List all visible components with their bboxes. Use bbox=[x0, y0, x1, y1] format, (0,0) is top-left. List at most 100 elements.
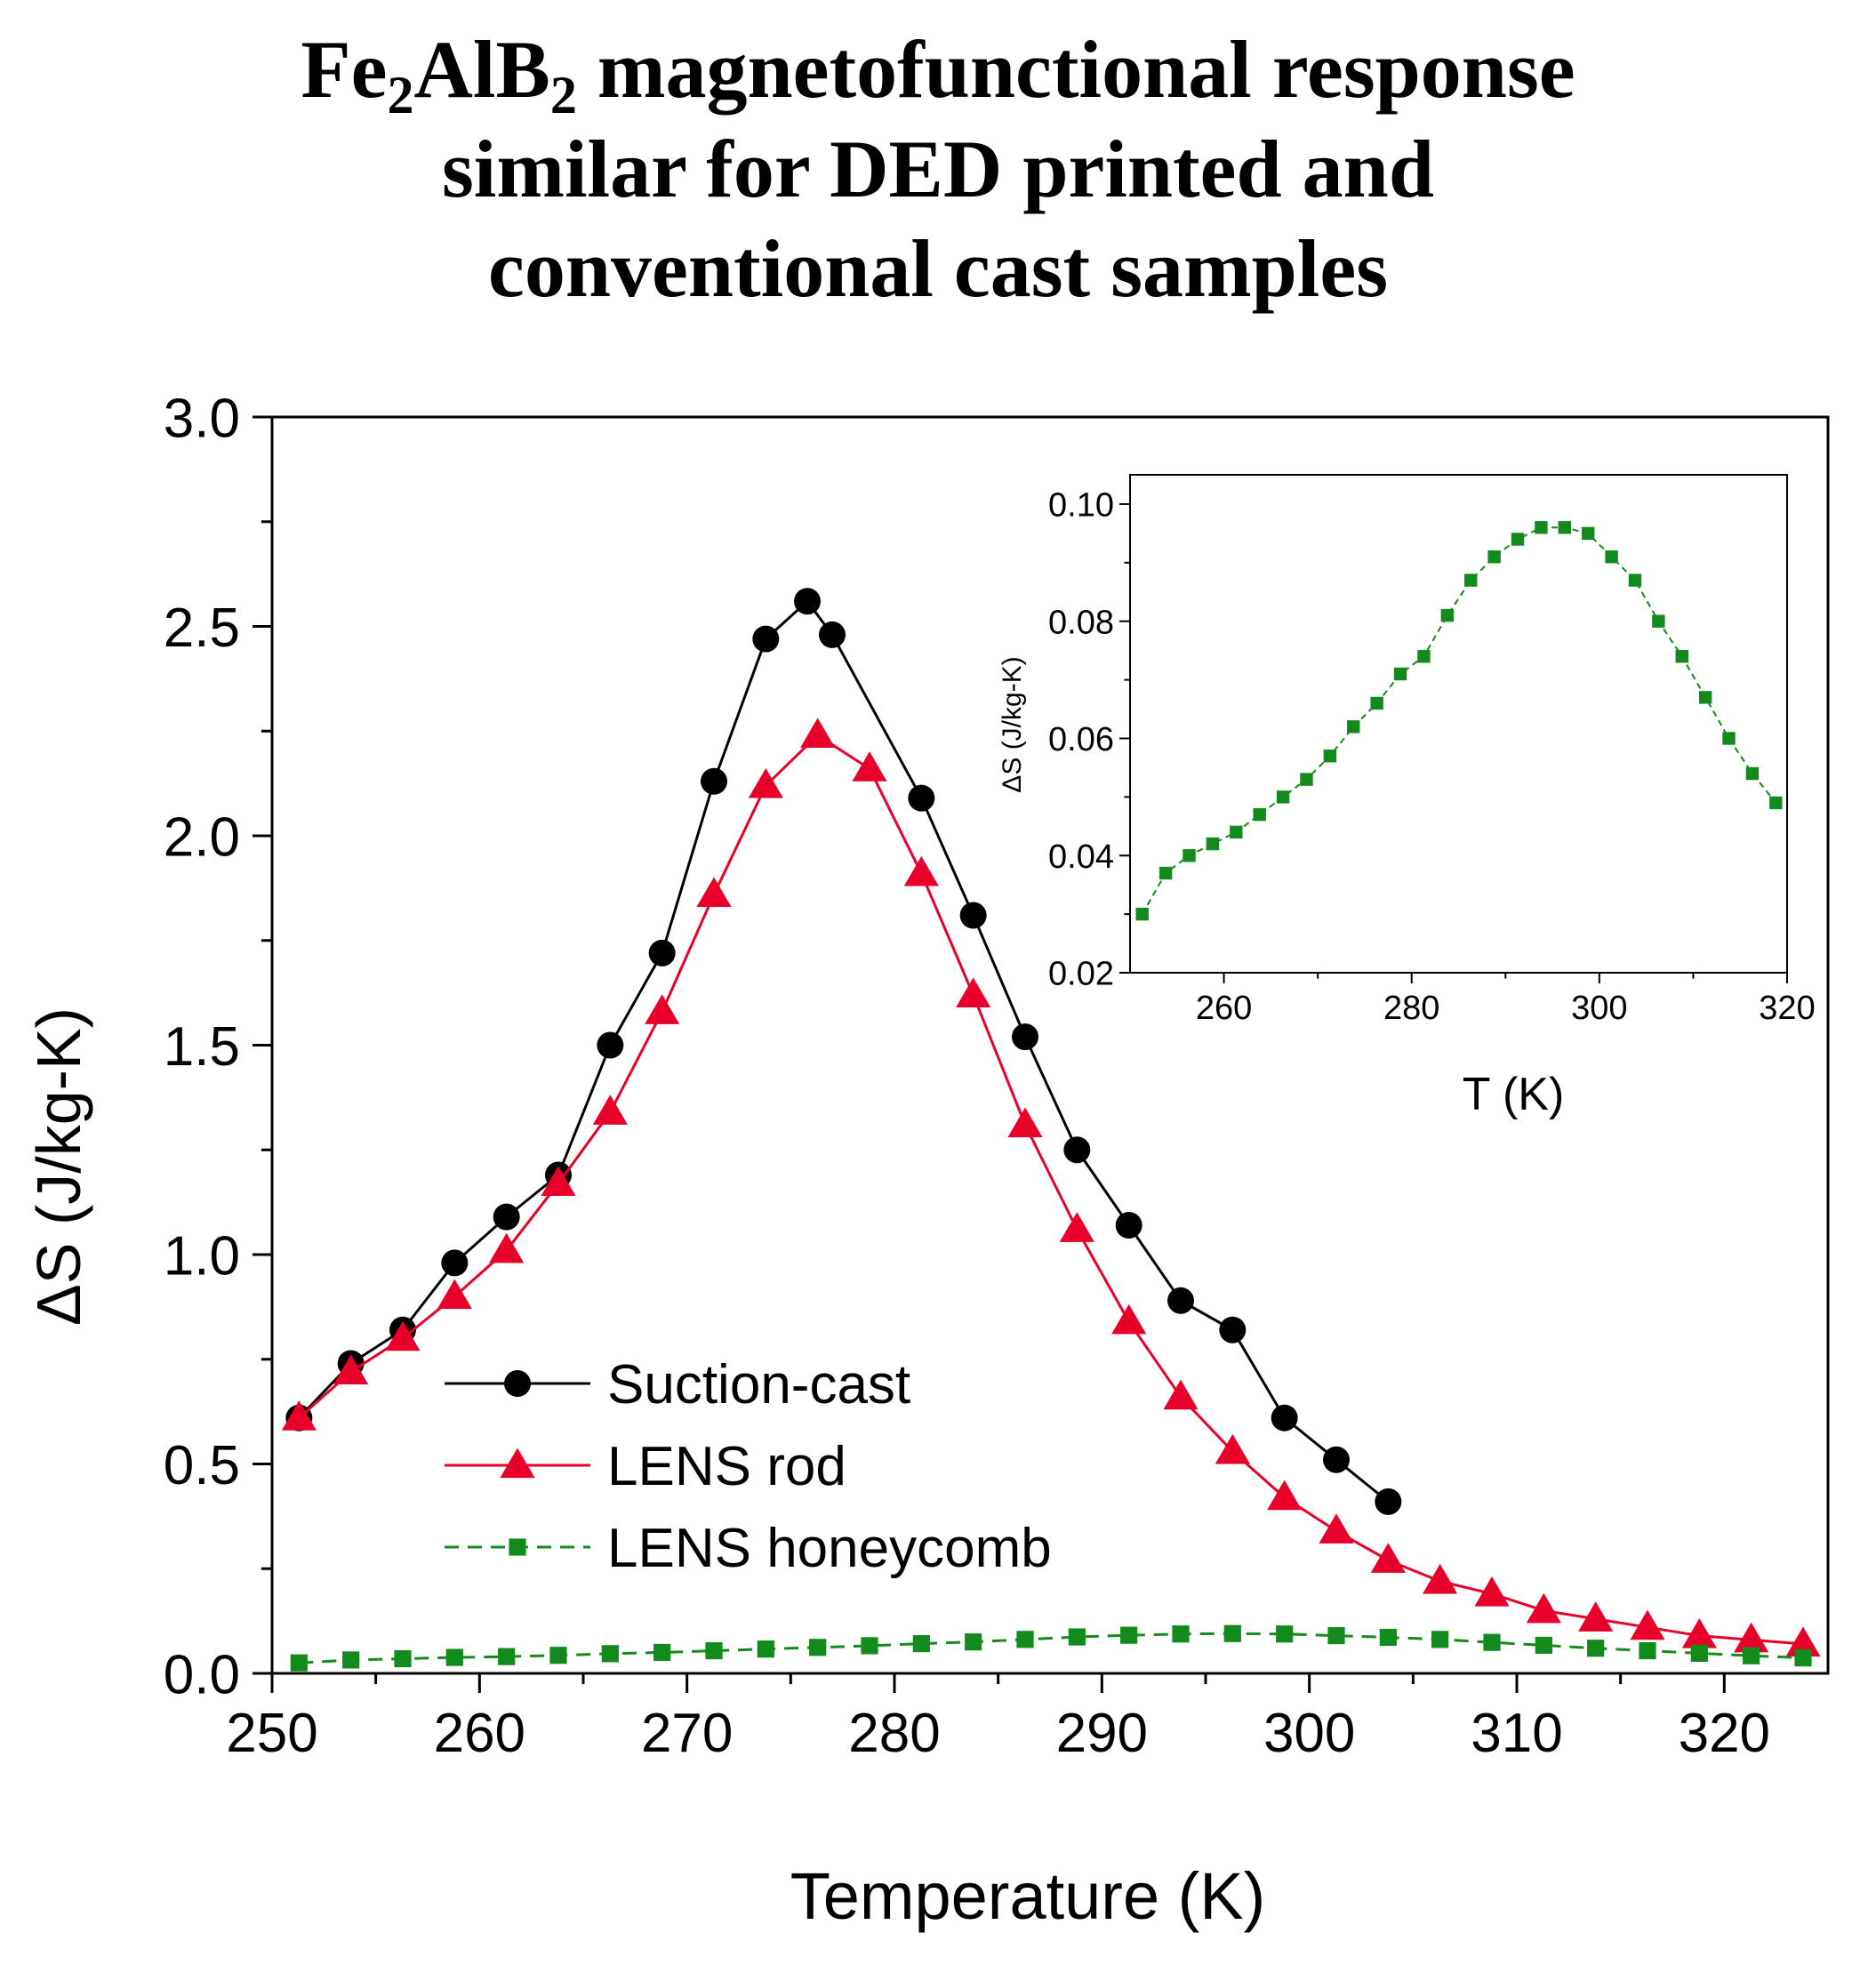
x-tick-label-250: 250 bbox=[226, 1703, 317, 1764]
inset-data-point-lens-honeycomb bbox=[1698, 691, 1712, 704]
inset-data-point-lens-honeycomb bbox=[1158, 866, 1173, 880]
y-tick-label-3.0: 3.0 bbox=[164, 388, 240, 449]
series-line-lens-honeycomb bbox=[299, 1632, 1804, 1664]
data-point-lens-rod bbox=[800, 718, 836, 749]
data-point-suction-cast bbox=[441, 1249, 469, 1277]
inset-y-tick-label-0.06: 0.06 bbox=[1048, 721, 1114, 758]
title-line-3: conventional cast samples bbox=[488, 223, 1388, 314]
x-tick-label-300: 300 bbox=[1263, 1703, 1355, 1764]
data-point-suction-cast bbox=[819, 621, 846, 648]
inset-data-point-lens-honeycomb bbox=[1276, 790, 1290, 804]
inset-data-point-lens-honeycomb bbox=[1558, 521, 1571, 534]
legend-marker-lens-honeycomb bbox=[509, 1538, 526, 1556]
inset-data-point-lens-honeycomb bbox=[1605, 550, 1618, 564]
data-point-lens-rod bbox=[1370, 1543, 1406, 1573]
series-line-suction-cast bbox=[298, 599, 1390, 1504]
formula-sub-1: 2 bbox=[387, 66, 414, 124]
data-point-lens-honeycomb bbox=[1690, 1644, 1708, 1662]
data-point-suction-cast bbox=[701, 767, 727, 795]
data-point-lens-rod bbox=[956, 977, 991, 1008]
inset-data-point-lens-honeycomb bbox=[1393, 667, 1407, 681]
inset-data-point-lens-honeycomb bbox=[1581, 526, 1595, 541]
data-point-lens-honeycomb bbox=[1276, 1625, 1294, 1643]
inset-plot-frame bbox=[1129, 474, 1788, 974]
data-point-suction-cast bbox=[597, 1031, 624, 1059]
data-point-lens-honeycomb bbox=[1794, 1648, 1812, 1667]
data-point-lens-rod bbox=[592, 1095, 628, 1125]
legend-label-lens-honeycomb: LENS honeycomb bbox=[607, 1518, 1052, 1579]
data-point-lens-rod bbox=[385, 1320, 421, 1351]
data-point-lens-rod bbox=[333, 1354, 369, 1384]
data-point-suction-cast bbox=[1375, 1488, 1402, 1515]
data-point-lens-honeycomb bbox=[757, 1640, 774, 1658]
data-point-suction-cast bbox=[493, 1203, 520, 1231]
data-point-lens-rod bbox=[1681, 1618, 1717, 1648]
data-point-lens-rod bbox=[1423, 1563, 1458, 1594]
inset-data-point-lens-honeycomb bbox=[1440, 608, 1455, 622]
inset-y-tick-label-0.02: 0.02 bbox=[1048, 956, 1114, 993]
data-point-lens-honeycomb bbox=[394, 1649, 412, 1668]
inset-data-point-lens-honeycomb bbox=[1347, 720, 1360, 734]
data-point-lens-honeycomb bbox=[1639, 1641, 1656, 1660]
data-point-lens-rod bbox=[1630, 1609, 1665, 1640]
figure-title: Fe2AlB2 magnetofunctional response simil… bbox=[0, 20, 1876, 318]
y-tick-label-0.5: 0.5 bbox=[164, 1435, 240, 1496]
y-axis-label: ΔS (J/kg-K) bbox=[24, 1007, 93, 1326]
y-tick-label-1.5: 1.5 bbox=[164, 1016, 240, 1078]
y-tick-label-2.0: 2.0 bbox=[164, 806, 240, 868]
data-point-lens-honeycomb bbox=[965, 1633, 982, 1651]
inset-data-point-lens-honeycomb bbox=[1183, 849, 1196, 862]
inset-series-line-lens-honeycomb bbox=[1141, 526, 1777, 915]
y-tick-label-2.5: 2.5 bbox=[164, 598, 240, 659]
data-point-lens-honeycomb bbox=[1120, 1626, 1138, 1644]
data-point-lens-honeycomb bbox=[912, 1634, 930, 1653]
data-point-lens-honeycomb bbox=[1743, 1647, 1760, 1664]
data-point-lens-rod bbox=[281, 1400, 317, 1431]
x-tick-label-320: 320 bbox=[1679, 1703, 1770, 1764]
data-point-lens-rod bbox=[489, 1232, 525, 1263]
inset-y-tick-label-0.08: 0.08 bbox=[1048, 604, 1114, 641]
data-point-lens-honeycomb bbox=[1483, 1633, 1501, 1651]
data-point-suction-cast bbox=[1323, 1446, 1350, 1473]
y-tick-label-1.0: 1.0 bbox=[164, 1225, 240, 1287]
title-line-2: similar for DED printed and bbox=[441, 124, 1435, 214]
data-point-lens-honeycomb bbox=[601, 1645, 619, 1663]
x-tick-label-290: 290 bbox=[1056, 1703, 1148, 1764]
data-point-lens-rod bbox=[437, 1279, 472, 1310]
data-point-lens-honeycomb bbox=[549, 1647, 567, 1664]
data-point-lens-rod bbox=[1474, 1576, 1510, 1607]
inset-y-tick-label-0.04: 0.04 bbox=[1048, 838, 1114, 876]
data-point-lens-rod bbox=[1734, 1622, 1769, 1653]
data-point-lens-rod bbox=[1578, 1601, 1614, 1632]
inset-y-axis-label: ΔS (J/kg-K) bbox=[998, 656, 1027, 792]
inset-data-point-lens-honeycomb bbox=[1370, 696, 1383, 710]
data-point-lens-honeycomb bbox=[1068, 1628, 1086, 1646]
data-point-lens-honeycomb bbox=[342, 1651, 360, 1669]
inset-data-point-lens-honeycomb bbox=[1300, 773, 1313, 786]
inset-x-tick-label-320: 320 bbox=[1759, 990, 1815, 1027]
x-axis-label: Temperature (K) bbox=[790, 1859, 1266, 1933]
data-point-suction-cast bbox=[1012, 1023, 1038, 1051]
inset-y-tick-label-0.10: 0.10 bbox=[1048, 487, 1114, 525]
data-point-lens-honeycomb bbox=[498, 1648, 516, 1665]
data-point-lens-honeycomb bbox=[705, 1641, 723, 1660]
title-line-1-rest: magnetofunctional response bbox=[576, 24, 1575, 115]
formula-alb: AlB bbox=[413, 24, 550, 115]
inset-x-axis-label: T (K) bbox=[1463, 1069, 1565, 1120]
data-point-lens-rod bbox=[1163, 1379, 1199, 1410]
data-point-lens-honeycomb bbox=[445, 1648, 463, 1666]
inset-data-point-lens-honeycomb bbox=[1487, 550, 1501, 564]
x-tick-label-310: 310 bbox=[1471, 1703, 1562, 1764]
data-point-suction-cast bbox=[908, 784, 935, 812]
data-point-suction-cast bbox=[1063, 1136, 1091, 1164]
inset-data-point-lens-honeycomb bbox=[1230, 825, 1243, 839]
inset-data-point-lens-honeycomb bbox=[1675, 650, 1688, 663]
data-point-lens-rod bbox=[748, 767, 783, 798]
data-point-lens-honeycomb bbox=[809, 1639, 827, 1656]
data-point-lens-rod bbox=[1215, 1433, 1250, 1464]
data-point-lens-rod bbox=[903, 855, 939, 886]
formula-sub-2: 2 bbox=[549, 66, 577, 124]
inset-data-point-lens-honeycomb bbox=[1323, 750, 1337, 763]
formula-fe: Fe bbox=[301, 24, 388, 115]
